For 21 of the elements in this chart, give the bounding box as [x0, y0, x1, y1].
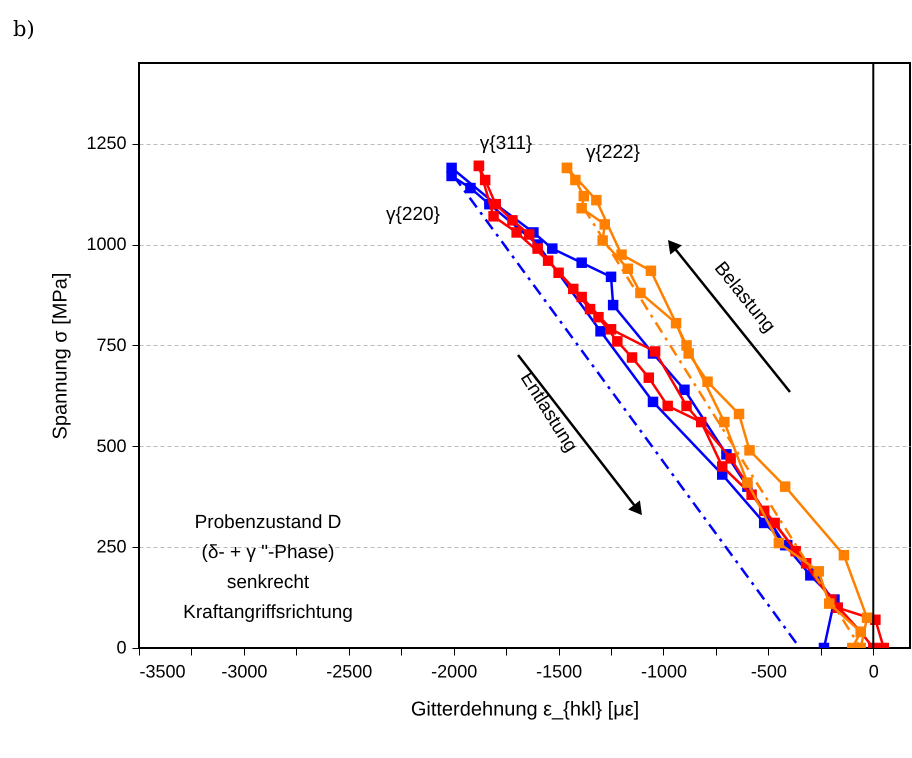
- x-tick-label: -1500: [536, 662, 582, 682]
- x-tick-label: 0: [868, 662, 879, 682]
- x-tick-label: -1000: [640, 662, 688, 682]
- annotation: γ{220}: [386, 204, 440, 225]
- annotation: Probenzustand D (δ- + γ "-Phase) senkrecht Kraftangriffsrichtung: [183, 512, 353, 623]
- annotation: γ{222}: [586, 142, 640, 163]
- x-tick-label: -500: [750, 662, 787, 682]
- y-tick-label: 1000: [86, 234, 126, 254]
- y-tick-label: 1250: [86, 133, 126, 154]
- y-tick-label: 500: [96, 436, 126, 456]
- chart-title: b): [13, 17, 35, 41]
- x-axis-title: Gitterdehnung ε_{hkl} [με]: [410, 698, 640, 720]
- x-tick-label: -2000: [431, 662, 478, 682]
- x-tick-label: -2500: [326, 662, 372, 682]
- y-tick-label: 0: [116, 638, 126, 658]
- annotation: γ{311}: [480, 133, 532, 154]
- x-tick-label: -3500: [140, 662, 186, 682]
- y-tick-label: 750: [96, 334, 126, 355]
- y-tick-label: 250: [96, 536, 126, 557]
- x-tick-label: -3000: [221, 662, 268, 682]
- y-axis-title: Spannung σ [MPa]: [49, 272, 72, 440]
